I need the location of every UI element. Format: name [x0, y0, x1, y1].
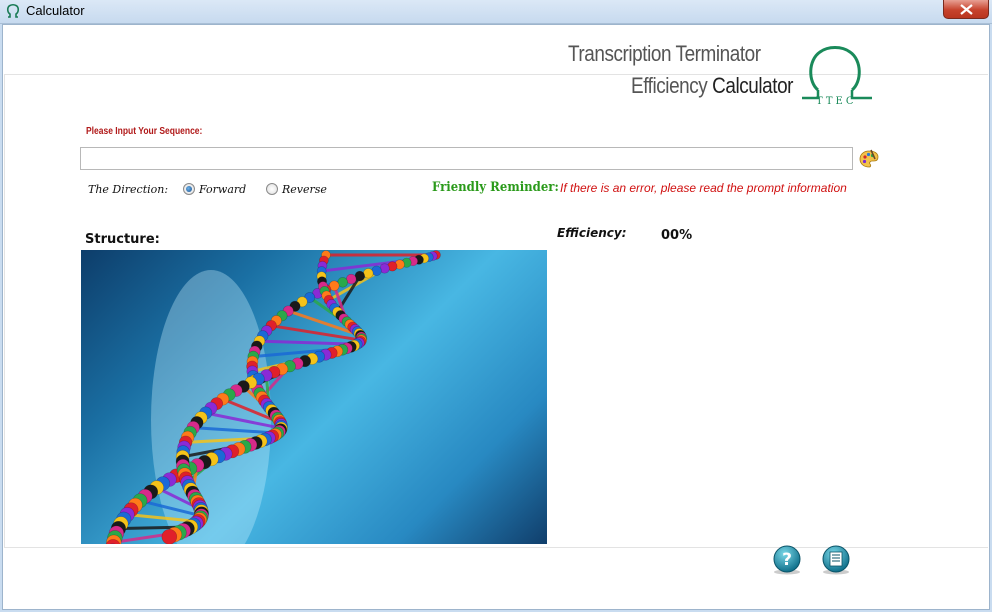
- content-frame: [4, 74, 988, 548]
- help-button[interactable]: ?: [770, 545, 804, 575]
- structure-label: Structure:: [85, 232, 160, 247]
- dna-structure-image: [81, 250, 547, 544]
- reminder-text: If there is an error, please read the pr…: [560, 181, 847, 195]
- close-icon: [960, 4, 973, 15]
- reverse-radio-label[interactable]: Reverse: [282, 183, 327, 196]
- direction-label: The Direction:: [88, 183, 169, 196]
- logo-word-calculator: Calculator: [712, 73, 794, 98]
- document-button[interactable]: [819, 545, 853, 575]
- palette-icon[interactable]: [858, 148, 880, 170]
- logo-title-line2: Efficiency Calculator: [631, 73, 793, 99]
- window-title: Calculator: [26, 3, 85, 18]
- logo-badge: TTEC: [816, 96, 857, 107]
- close-button[interactable]: [943, 0, 989, 19]
- logo-word-efficiency: Efficiency: [631, 73, 713, 98]
- sequence-label: Please Input Your Sequence:: [86, 126, 203, 137]
- reverse-radio[interactable]: [266, 183, 278, 195]
- question-mark-icon: ?: [782, 550, 792, 570]
- sequence-input[interactable]: [80, 147, 853, 170]
- omega-app-icon: [6, 3, 20, 18]
- dna-helix-illustration: [105, 250, 441, 544]
- logo-title-line1: Transcription Terminator: [568, 41, 761, 66]
- title-bar: Calculator: [0, 0, 992, 24]
- omega-logo-icon: [802, 46, 872, 100]
- efficiency-label: Efficiency:: [557, 226, 627, 240]
- efficiency-value: 00%: [661, 228, 693, 243]
- forward-radio[interactable]: [183, 183, 195, 195]
- reminder-label: Friendly Reminder:: [432, 180, 559, 195]
- forward-radio-label[interactable]: Forward: [199, 183, 247, 196]
- document-icon: [829, 551, 843, 567]
